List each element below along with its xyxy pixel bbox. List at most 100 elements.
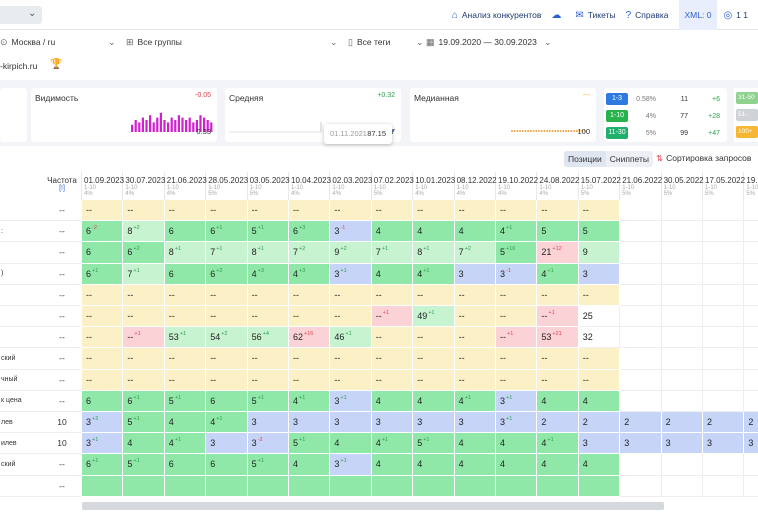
date-column-header[interactable]: 07.02.2023 1-10 5% bbox=[372, 172, 414, 200]
position-cell[interactable]: -- bbox=[289, 200, 331, 222]
position-cell[interactable]: -- bbox=[164, 200, 207, 222]
position-cell[interactable] bbox=[82, 475, 124, 497]
position-cell[interactable]: 3 +1 bbox=[330, 390, 372, 412]
position-cell[interactable]: -- bbox=[82, 200, 124, 222]
position-cell[interactable]: 4 bbox=[164, 412, 207, 434]
keyword-cell[interactable]: ский bbox=[0, 454, 43, 476]
position-cell[interactable]: 6 +1 bbox=[123, 390, 165, 412]
position-cell[interactable]: 3 bbox=[289, 412, 331, 434]
date-column-header[interactable]: 10.01.2023 1-10 4% bbox=[413, 172, 455, 200]
position-cell[interactable] bbox=[371, 475, 414, 497]
position-cell[interactable]: 4 bbox=[496, 433, 538, 455]
position-cell[interactable]: 25 bbox=[578, 306, 621, 328]
position-cell[interactable] bbox=[661, 454, 703, 476]
position-cell[interactable]: 6 +1 bbox=[82, 454, 124, 476]
position-cell[interactable]: -- bbox=[123, 348, 165, 370]
position-cell[interactable] bbox=[164, 475, 207, 497]
dist-row-1-3[interactable]: 1-3 0.58% 11 +6 bbox=[606, 92, 726, 106]
position-cell[interactable]: -- bbox=[454, 284, 496, 306]
position-cell[interactable]: 3 +1 bbox=[496, 390, 538, 412]
position-cell[interactable]: 4 bbox=[496, 454, 538, 476]
position-cell[interactable]: 3 -1 bbox=[496, 263, 538, 285]
position-cell[interactable]: 9 bbox=[578, 242, 621, 264]
date-column-header[interactable]: 10.04.2023 1-10 4% bbox=[289, 172, 331, 200]
position-cell[interactable] bbox=[620, 263, 662, 285]
position-cell[interactable] bbox=[661, 200, 703, 222]
date-column-header[interactable]: 28.05.2023 1-10 5% bbox=[206, 172, 248, 200]
position-cell[interactable]: 3 +1 bbox=[496, 412, 538, 434]
position-cell[interactable]: 5 +1 bbox=[164, 390, 207, 412]
position-cell[interactable] bbox=[620, 221, 662, 243]
position-cell[interactable]: 3 +1 bbox=[82, 433, 124, 455]
keyword-cell[interactable]: ) bbox=[0, 264, 43, 285]
position-cell[interactable]: -- bbox=[330, 284, 372, 306]
position-cell[interactable]: 4 +1 bbox=[454, 390, 496, 412]
position-cell[interactable]: 3 bbox=[661, 433, 703, 455]
position-cell[interactable]: 6 +3 bbox=[289, 221, 331, 243]
date-column-header[interactable]: 30.05.2022 1-10 5% bbox=[662, 172, 704, 200]
keyword-cell[interactable] bbox=[0, 200, 43, 222]
position-cell[interactable]: 3 +1 bbox=[330, 454, 372, 476]
date-column-header[interactable]: 30.07.2023 1-10 4% bbox=[123, 172, 165, 200]
position-cell[interactable]: -- bbox=[82, 348, 124, 370]
position-cell[interactable]: -- bbox=[206, 348, 248, 370]
position-cell[interactable]: 3 -1 bbox=[330, 221, 372, 243]
position-cell[interactable] bbox=[578, 475, 621, 497]
position-cell[interactable] bbox=[703, 390, 745, 412]
position-cell[interactable]: 7 +1 bbox=[123, 263, 165, 285]
position-cell[interactable]: -- bbox=[330, 306, 372, 328]
date-column-header[interactable]: 19.10.2022 1-10 4% bbox=[496, 172, 538, 200]
position-cell[interactable] bbox=[744, 475, 758, 497]
date-column-header[interactable]: 02.03.2023 1-10 4% bbox=[330, 172, 372, 200]
position-cell[interactable] bbox=[744, 390, 758, 412]
position-cell[interactable]: 5 +16 bbox=[496, 242, 538, 264]
position-cell[interactable]: 46 +1 bbox=[330, 327, 372, 349]
tickets-link[interactable]: ✉ Тикеты bbox=[575, 9, 616, 21]
position-cell[interactable]: 6 +2 bbox=[206, 263, 248, 285]
position-cell[interactable]: -- bbox=[164, 284, 207, 306]
dist-badge-51-100[interactable]: 51-100 bbox=[736, 109, 758, 121]
position-cell[interactable]: 3 bbox=[206, 433, 248, 455]
position-cell[interactable]: 4 +1 bbox=[413, 263, 455, 285]
position-cell[interactable] bbox=[703, 306, 745, 328]
position-cell[interactable] bbox=[661, 348, 703, 370]
date-column-header[interactable]: 24.08.2022 1-10 4% bbox=[537, 172, 579, 200]
keyword-cell[interactable] bbox=[0, 242, 43, 264]
position-cell[interactable]: 7 +1 bbox=[206, 242, 248, 264]
position-cell[interactable]: -- bbox=[123, 200, 165, 222]
position-cell[interactable]: -- bbox=[289, 306, 331, 328]
position-cell[interactable]: 7 +1 bbox=[371, 242, 414, 264]
position-cell[interactable]: 5 bbox=[537, 221, 579, 243]
position-cell[interactable]: 4 +1 bbox=[371, 433, 414, 455]
position-cell[interactable]: -- bbox=[454, 327, 496, 349]
position-cell[interactable]: 6 bbox=[82, 242, 124, 264]
position-cell[interactable]: 6 -2 bbox=[82, 221, 124, 243]
position-cell[interactable]: 4 +1 bbox=[537, 433, 579, 455]
position-cell[interactable] bbox=[703, 369, 745, 391]
position-cell[interactable] bbox=[330, 475, 372, 497]
date-column-header[interactable]: 21.06.2023 1-10 4% bbox=[165, 172, 207, 200]
position-cell[interactable]: -- bbox=[413, 348, 455, 370]
position-cell[interactable]: -- +1 bbox=[537, 306, 579, 328]
position-cell[interactable]: -- bbox=[537, 369, 579, 391]
position-cell[interactable] bbox=[620, 475, 662, 497]
position-cell[interactable]: 6 bbox=[206, 454, 248, 476]
metric-visibility[interactable]: Видимость -0.05 0.33 bbox=[31, 88, 217, 142]
position-cell[interactable] bbox=[744, 306, 758, 328]
position-cell[interactable] bbox=[620, 306, 662, 328]
position-cell[interactable] bbox=[744, 369, 758, 391]
metric-median[interactable]: Медианная --- 100 bbox=[410, 88, 596, 142]
position-cell[interactable]: -- bbox=[578, 348, 621, 370]
position-cell[interactable]: -- bbox=[206, 306, 248, 328]
position-cell[interactable]: 3 bbox=[744, 433, 758, 455]
position-cell[interactable]: -- bbox=[537, 284, 579, 306]
position-cell[interactable]: 4 +1 bbox=[289, 390, 331, 412]
position-cell[interactable] bbox=[413, 475, 455, 497]
help-link[interactable]: ? Справка bbox=[625, 9, 669, 21]
upload-link[interactable]: ☁ bbox=[551, 10, 565, 21]
position-cell[interactable]: 5 bbox=[578, 221, 621, 243]
position-cell[interactable] bbox=[620, 242, 662, 264]
position-cell[interactable]: 4 +3 bbox=[247, 263, 289, 285]
keyword-cell[interactable] bbox=[0, 306, 43, 328]
position-cell[interactable]: 5 +1 bbox=[413, 433, 455, 455]
